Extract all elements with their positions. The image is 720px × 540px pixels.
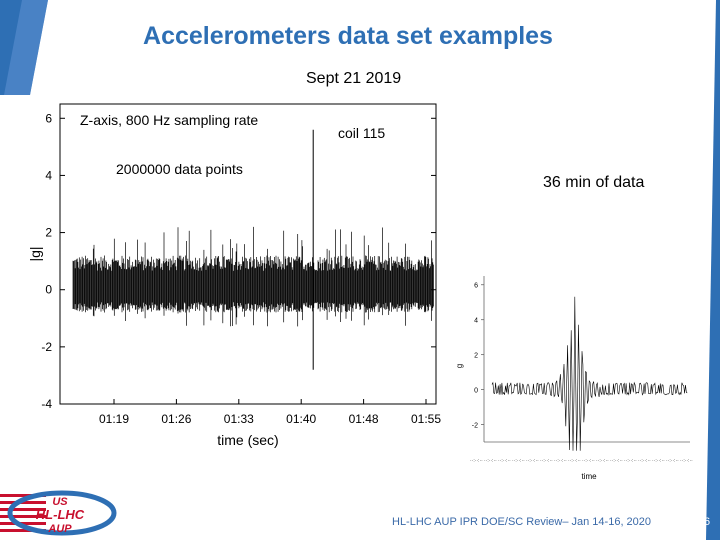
main-y-tick-label: 4 bbox=[45, 168, 52, 182]
main-y-tick-label: 6 bbox=[45, 111, 52, 125]
main-y-tick-label: -4 bbox=[41, 397, 52, 411]
inset-y-tick-label: 2 bbox=[474, 353, 478, 360]
inset-chart-signal-series bbox=[491, 296, 688, 451]
slide-title: Accelerometers data set examples bbox=[143, 22, 553, 50]
inset-y-tick-label: 6 bbox=[474, 283, 478, 290]
decorative-corner-bar bbox=[0, 0, 48, 95]
main-chart-x-axis-label: time (sec) bbox=[217, 432, 278, 448]
inset-x-tick-label: ··:··:·· bbox=[554, 458, 567, 464]
logo-text-us: US bbox=[52, 496, 68, 508]
main-x-tick-label: 01:26 bbox=[161, 412, 191, 426]
main-chart-annotation-axis: Z-axis, 800 Hz sampling rate bbox=[80, 112, 258, 128]
duration-note: 36 min of data bbox=[543, 174, 645, 191]
main-chart-signal-series bbox=[72, 129, 434, 370]
main-chart-x-axis: 01:19 01:26 01:33 01:40 01:48 01:55 bbox=[99, 399, 441, 426]
logo-text-hl-lhc: HL-LHC bbox=[36, 507, 85, 522]
inset-y-tick-label: -2 bbox=[472, 423, 478, 430]
main-y-tick-label: 2 bbox=[45, 226, 52, 240]
inset-x-tick-label: ··:··:·· bbox=[582, 458, 595, 464]
main-chart-y-axis: -4 -2 0 2 4 6 bbox=[41, 111, 436, 411]
main-chart-annotation-points: 2000000 data points bbox=[116, 161, 243, 177]
inset-x-tick-label: ··:··:·· bbox=[540, 458, 553, 464]
inset-x-tick-label: ··:··:·· bbox=[484, 458, 497, 464]
inset-x-tick-label: ··:··:·· bbox=[624, 458, 637, 464]
inset-x-tick-label: ··:··:·· bbox=[652, 458, 665, 464]
logo-text-aup: AUP bbox=[47, 523, 72, 535]
footer-text: HL-LHC AUP IPR DOE/SC Review– Jan 14-16,… bbox=[392, 516, 652, 528]
main-x-tick-label: 01:48 bbox=[349, 412, 379, 426]
us-hl-lhc-aup-logo: US HL-LHC AUP bbox=[0, 490, 117, 536]
inset-x-tick-label: ··:··:·· bbox=[638, 458, 651, 464]
page-number: 6 bbox=[704, 516, 711, 528]
inset-chart-x-axis: ··:··:·· ··:··:·· ··:··:·· ··:··:·· ··:··:··… bbox=[470, 458, 693, 464]
inset-chart-x-axis-label: time bbox=[581, 472, 597, 481]
inset-signal-line bbox=[491, 296, 688, 451]
inset-x-tick-label: ··:··:·· bbox=[568, 458, 581, 464]
date-label: Sept 21 2019 bbox=[306, 70, 402, 87]
main-x-tick-label: 01:40 bbox=[286, 412, 316, 426]
main-x-tick-label: 01:33 bbox=[224, 412, 254, 426]
inset-chart-y-axis-label: g bbox=[455, 364, 464, 368]
inset-y-tick-label: 4 bbox=[474, 318, 478, 325]
inset-x-tick-label: ··:··:·· bbox=[512, 458, 525, 464]
logo-ring bbox=[7, 490, 117, 536]
decorative-side-bar bbox=[706, 0, 720, 540]
main-y-tick-label: 0 bbox=[45, 283, 52, 297]
inset-x-tick-label: ··:··:·· bbox=[680, 458, 693, 464]
inset-x-tick-label: ··:··:·· bbox=[526, 458, 539, 464]
inset-y-tick-label: 0 bbox=[474, 388, 478, 395]
inset-x-tick-label: ··:··:·· bbox=[610, 458, 623, 464]
main-chart-plot-frame bbox=[59, 103, 437, 405]
logo-stripes bbox=[0, 494, 46, 532]
inset-chart-y-axis: -2 0 2 4 6 bbox=[472, 283, 484, 430]
main-chart-annotation-coil: coil 115 bbox=[338, 125, 385, 141]
inset-x-tick-label: ··:··:·· bbox=[666, 458, 679, 464]
inset-x-tick-label: ··:··:·· bbox=[498, 458, 511, 464]
main-x-tick-label: 01:55 bbox=[411, 412, 441, 426]
inset-x-tick-label: ··:··:·· bbox=[470, 458, 483, 464]
main-chart-y-axis-label: |g| bbox=[28, 246, 43, 261]
main-x-tick-label: 01:19 bbox=[99, 412, 129, 426]
inset-x-tick-label: ··:··:·· bbox=[596, 458, 609, 464]
main-y-tick-label: -2 bbox=[41, 340, 52, 354]
